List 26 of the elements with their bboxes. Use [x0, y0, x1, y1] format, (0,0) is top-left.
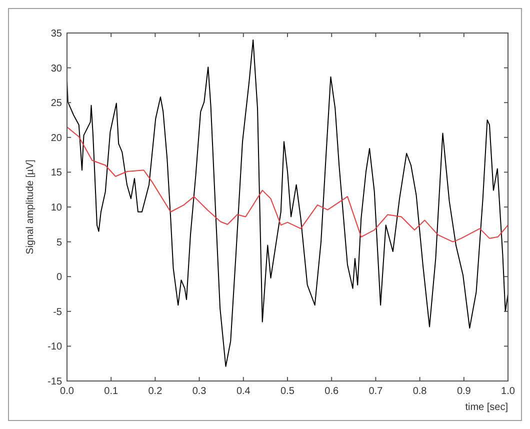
- y-tick-label: 0: [56, 272, 62, 284]
- y-tick-label: 30: [50, 63, 62, 74]
- x-tick-label: 0.6: [324, 386, 339, 397]
- y-tick-label: 35: [50, 28, 62, 40]
- x-tick-label: 0.4: [236, 386, 251, 397]
- x-tick-label: 0.8: [412, 386, 428, 397]
- x-axis-title: time [sec]: [465, 402, 508, 413]
- y-tick-label: 20: [50, 132, 62, 144]
- x-tick-label: 0.5: [280, 386, 295, 397]
- y-tick-label: 25: [50, 98, 62, 110]
- x-tick-label: 0.2: [148, 386, 163, 397]
- x-tick-label: 0.3: [192, 386, 207, 397]
- y-tick-label: 15: [50, 168, 62, 179]
- x-tick-label: 0.0: [60, 386, 74, 397]
- x-tick-label: 0.7: [368, 386, 384, 397]
- y-tick-label: -15: [48, 376, 62, 388]
- y-axis-title: Signal amplitude [µV]: [25, 159, 36, 254]
- y-tick-label: -10: [48, 342, 62, 353]
- x-tick-label: 0.9: [456, 386, 472, 397]
- line-series: [66, 39, 508, 367]
- line-series: [66, 126, 508, 242]
- y-tick-label: 10: [50, 202, 62, 214]
- y-tick-label: -5: [53, 306, 62, 318]
- x-tick-label: 0.1: [104, 386, 118, 397]
- y-tick-label: 5: [56, 237, 62, 248]
- x-tick-label: 1.0: [501, 386, 516, 397]
